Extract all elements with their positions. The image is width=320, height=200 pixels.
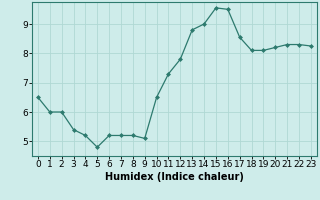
X-axis label: Humidex (Indice chaleur): Humidex (Indice chaleur) (105, 172, 244, 182)
